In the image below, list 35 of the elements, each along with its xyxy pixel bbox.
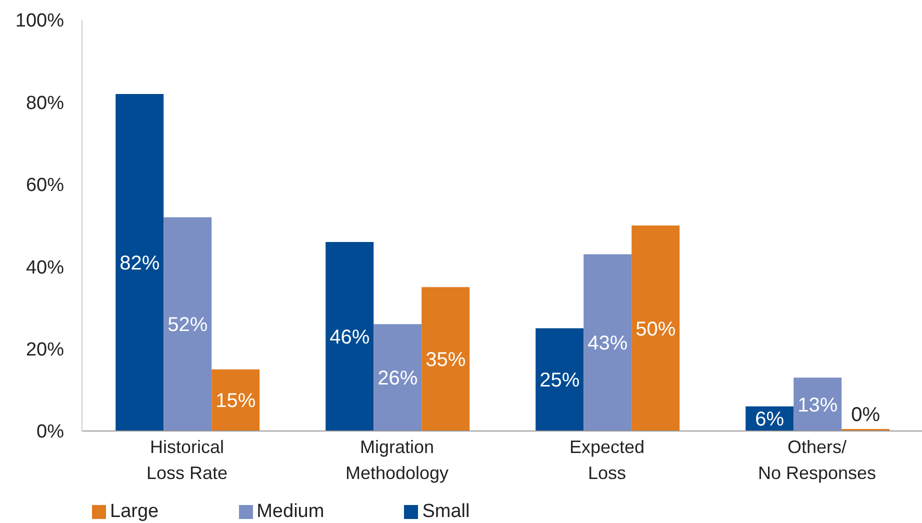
bar <box>164 217 212 431</box>
data-label: 43% <box>588 332 628 355</box>
x-tick-label: Expected Loss <box>569 437 645 483</box>
x-tick-label: Migration Methodology <box>345 437 449 483</box>
x-tick-label: Historical Loss Rate <box>146 437 228 483</box>
bar <box>584 254 632 431</box>
data-label: 25% <box>540 370 580 392</box>
legend-label: Medium <box>256 501 324 522</box>
bar <box>536 328 584 431</box>
data-label: 15% <box>216 390 256 412</box>
y-tick-label: 100% <box>15 10 64 32</box>
data-label: 46% <box>330 326 370 348</box>
y-tick-label: 20% <box>26 340 64 361</box>
legend-label: Large <box>110 501 159 522</box>
data-label: 82% <box>120 252 160 274</box>
data-label: 0% <box>851 404 880 426</box>
bar <box>212 369 260 431</box>
data-label: 6% <box>755 408 784 431</box>
y-tick-label: 60% <box>26 175 64 196</box>
data-label: 35% <box>426 349 466 372</box>
data-label: 26% <box>378 368 418 390</box>
x-tick-label: Others/ No Responses <box>758 437 876 483</box>
y-tick-label: 80% <box>26 92 64 114</box>
y-tick-label: 40% <box>26 257 64 278</box>
data-label: 50% <box>636 318 676 340</box>
bar <box>326 242 374 431</box>
data-label: 13% <box>798 394 838 416</box>
data-label: 52% <box>168 314 208 336</box>
bar <box>374 324 422 431</box>
bar <box>422 287 470 431</box>
bar <box>794 378 842 431</box>
y-tick-label: 0% <box>36 422 64 443</box>
bar <box>632 226 680 431</box>
legend-label: Small <box>422 501 470 522</box>
bar <box>116 94 164 431</box>
